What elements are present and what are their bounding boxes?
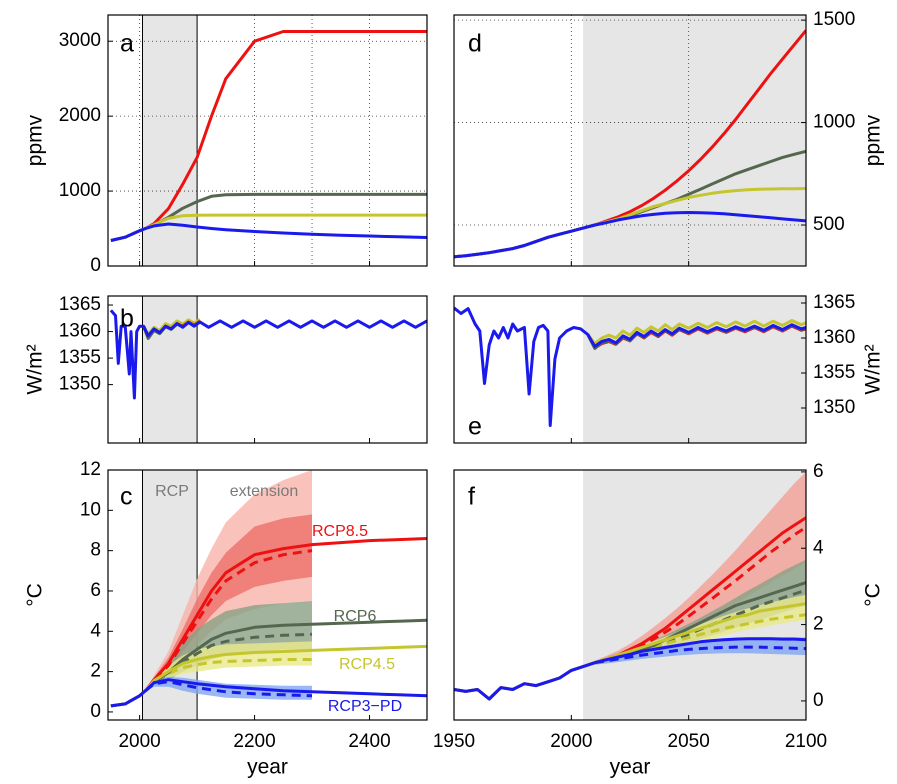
y-tick-label: 1365: [59, 294, 101, 315]
y-tick-label: 1360: [59, 321, 101, 342]
y-tick-label: 1000: [59, 180, 101, 201]
y-tick-label: 6: [813, 461, 824, 482]
y-tick-label: 1360: [813, 327, 855, 348]
y-tick-label: 0: [90, 255, 101, 276]
y-tick-label: 6: [90, 580, 101, 601]
panel: [454, 470, 806, 720]
panel-letter: a: [120, 30, 134, 58]
shaded-period: [583, 15, 806, 266]
plot-frame: [453, 469, 807, 721]
y-tick-label: 10: [80, 499, 101, 520]
panel-letter: d: [468, 30, 482, 58]
y-axis-label: W/m²: [862, 344, 885, 394]
panel: [108, 470, 427, 720]
panel-letter: c: [120, 483, 133, 511]
panel: [454, 15, 806, 266]
y-tick-label: 8: [90, 540, 101, 561]
line: [454, 211, 806, 259]
annotation: RCP: [155, 483, 189, 500]
y-tick-label: 2: [813, 614, 824, 635]
y-tick-label: 12: [80, 459, 101, 480]
panel-letter: f: [468, 483, 475, 511]
y-axis-label: W/m²: [24, 344, 47, 394]
x-tick-label: 1950: [433, 731, 475, 752]
range-band: [145, 641, 312, 692]
y-axis-label: °C: [862, 583, 885, 607]
annotation: RCP8.5: [312, 523, 368, 540]
line: [454, 306, 806, 427]
plot-frame: [453, 14, 807, 267]
y-tick-label: 2000: [59, 105, 101, 126]
y-axis-label: °C: [24, 583, 47, 607]
annotation: RCP4.5: [339, 656, 395, 673]
annotation: RCP6: [334, 608, 377, 625]
x-tick-label: 2000: [118, 731, 160, 752]
y-tick-label: 3000: [59, 30, 101, 51]
line: [109, 309, 427, 400]
panel: [454, 296, 806, 443]
panel-letter: b: [120, 305, 134, 333]
plot-frame: [453, 295, 807, 444]
y-tick-label: 1350: [59, 374, 101, 395]
plot-frame: [107, 14, 428, 267]
panel: [108, 15, 427, 266]
dashed-line: [594, 645, 806, 665]
y-tick-label: 1500: [813, 9, 855, 30]
y-tick-label: 1355: [813, 362, 855, 383]
plot-frame: [107, 469, 428, 721]
y-axis-label: ppmv: [862, 114, 885, 166]
panel: [108, 296, 427, 443]
x-axis-label: year: [610, 756, 651, 779]
line: [454, 637, 806, 701]
y-tick-label: 1355: [59, 347, 101, 368]
line: [110, 678, 427, 708]
range-band: [594, 471, 806, 665]
line: [586, 319, 806, 346]
y-tick-label: 1000: [813, 112, 855, 133]
y-tick-label: 500: [813, 214, 845, 235]
y-tick-label: 0: [90, 701, 101, 722]
y-tick-label: 1365: [813, 292, 855, 313]
annotation: extension: [230, 483, 299, 500]
y-tick-label: 0: [813, 690, 824, 711]
annotation: RCP3−PD: [328, 698, 402, 715]
plot-frame: [107, 295, 428, 444]
x-tick-label: 2000: [550, 731, 592, 752]
y-tick-label: 1350: [813, 397, 855, 418]
x-tick-label: 2050: [668, 731, 710, 752]
y-tick-label: 4: [90, 620, 101, 641]
y-axis-label: ppmv: [24, 114, 47, 166]
x-axis-label: year: [247, 756, 288, 779]
x-tick-label: 2400: [348, 731, 390, 752]
shaded-period: [142, 296, 198, 443]
x-tick-label: 2200: [233, 731, 275, 752]
line: [110, 222, 427, 242]
x-tick-label: 2100: [785, 731, 827, 752]
shaded-period: [583, 296, 806, 443]
y-tick-label: 4: [813, 537, 824, 558]
panel-letter: e: [468, 413, 482, 441]
y-tick-label: 2: [90, 661, 101, 682]
range-band: [594, 637, 806, 665]
